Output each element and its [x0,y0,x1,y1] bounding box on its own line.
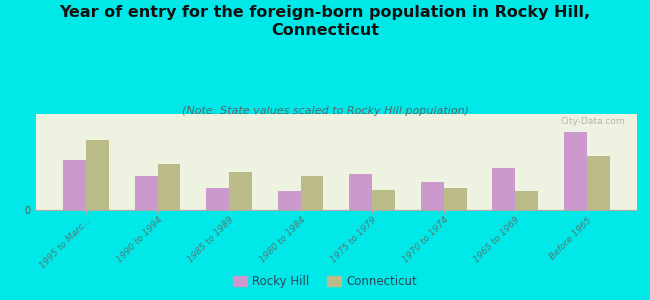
Bar [515,191,538,210]
Bar [157,164,181,210]
Bar [86,140,109,210]
Bar [229,172,252,210]
Bar [278,191,300,210]
Bar [206,188,229,210]
Bar [421,182,444,210]
Bar [63,160,86,210]
Bar [492,168,515,210]
Bar [444,188,467,210]
Bar [564,132,587,210]
Bar [587,156,610,210]
Legend: Rocky Hill, Connecticut: Rocky Hill, Connecticut [229,270,421,292]
Text: (Note: State values scaled to Rocky Hill population): (Note: State values scaled to Rocky Hill… [181,106,469,116]
Bar [372,190,395,210]
Bar [300,176,324,210]
Bar [135,176,157,210]
Text: City-Data.com: City-Data.com [560,117,625,126]
Text: Year of entry for the foreign-born population in Rocky Hill,
Connecticut: Year of entry for the foreign-born popul… [59,4,591,38]
Bar [349,174,372,210]
